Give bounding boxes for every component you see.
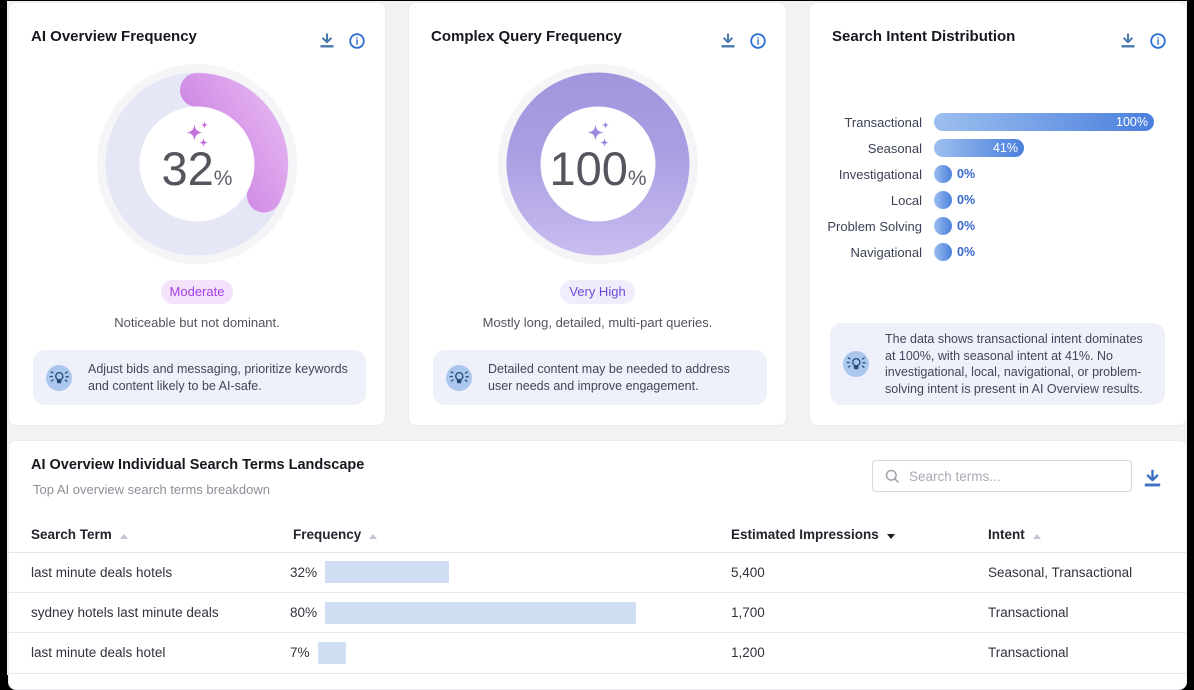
- svg-text:i: i: [757, 37, 760, 48]
- svg-text:i: i: [356, 37, 359, 48]
- svg-text:i: i: [1157, 37, 1160, 48]
